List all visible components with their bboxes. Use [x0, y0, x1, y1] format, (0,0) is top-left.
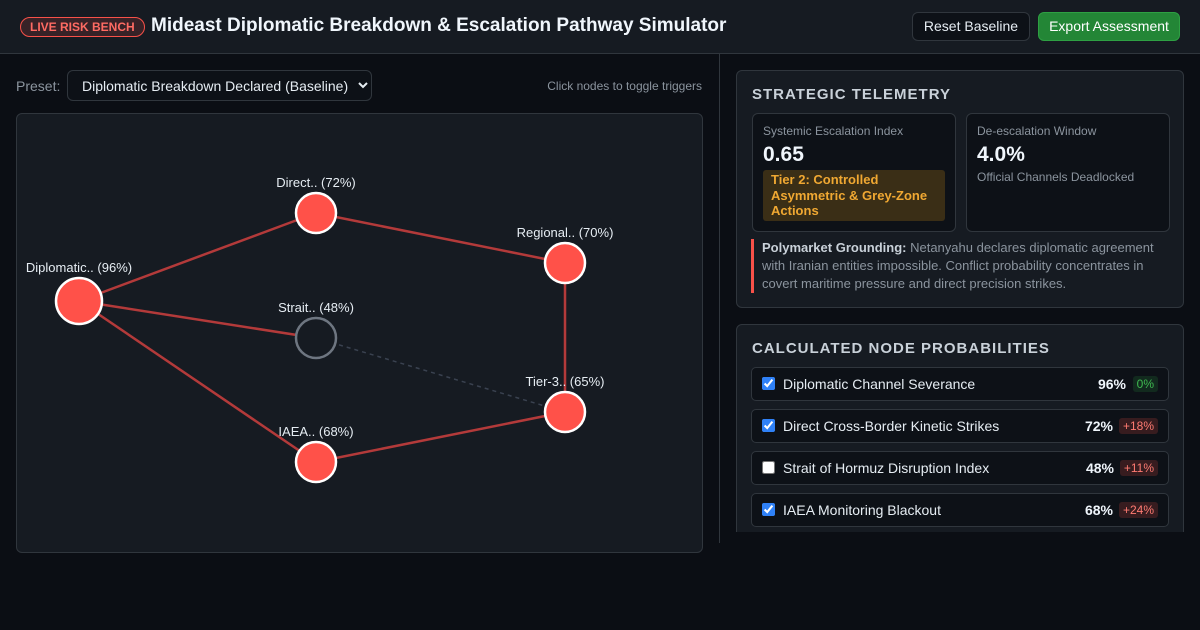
- node-delta-badge: 0%: [1132, 376, 1158, 392]
- node-strait[interactable]: Strait.. (48%): [278, 300, 354, 360]
- deescalation-window-metric: De-escalation Window 4.0% Official Chann…: [966, 113, 1170, 232]
- preset-select[interactable]: Diplomatic Breakdown Declared (Baseline): [67, 70, 372, 101]
- node-probability: 68%: [1084, 502, 1113, 518]
- node-row-iaea[interactable]: IAEA Monitoring Blackout 68% +24%: [751, 493, 1169, 527]
- node-circle[interactable]: [294, 440, 338, 484]
- polymarket-grounding-note: Polymarket Grounding: Netanyahu declares…: [751, 239, 1171, 293]
- grounding-label: Polymarket Grounding:: [762, 240, 907, 255]
- escalation-index-value: 0.65: [763, 143, 804, 166]
- node-name: Diplomatic Channel Severance: [783, 376, 976, 392]
- top-bar: LIVE RISK BENCH Mideast Diplomatic Break…: [0, 0, 1200, 54]
- node-tier3[interactable]: Tier-3.. (65%): [526, 374, 605, 434]
- node-label: Regional.. (70%): [517, 225, 614, 240]
- edge-diplomatic-strait: [78, 299, 317, 340]
- node-toggle-checkbox[interactable]: [762, 503, 775, 516]
- node-probabilities-title: CALCULATED NODE PROBABILITIES: [752, 340, 1050, 357]
- preset-label: Preset:: [16, 78, 61, 94]
- escalation-tier-badge: Tier 2: Controlled Asymmetric & Grey-Zon…: [763, 170, 945, 221]
- node-delta-badge: +24%: [1118, 502, 1158, 518]
- node-probabilities-card: CALCULATED NODE PROBABILITIES Diplomatic…: [736, 324, 1184, 532]
- node-iaea[interactable]: IAEA.. (68%): [278, 424, 354, 484]
- node-circle[interactable]: [294, 316, 338, 360]
- escalation-index-label: Systemic Escalation Index: [763, 124, 904, 138]
- export-assessment-button[interactable]: Export Assessment: [1038, 12, 1180, 41]
- grounding-text: Netanyahu declares diplomatic agreement …: [762, 240, 1154, 291]
- edge-diplomatic-direct: [78, 211, 317, 303]
- node-circle[interactable]: [294, 191, 338, 235]
- node-circle[interactable]: [543, 241, 587, 285]
- node-label: Tier-3.. (65%): [526, 374, 605, 389]
- node-delta-badge: +11%: [1119, 460, 1158, 476]
- edge-strait-tier3: [315, 337, 566, 413]
- node-row-diplomatic[interactable]: Diplomatic Channel Severance 96% 0%: [751, 367, 1169, 401]
- node-label: Diplomatic.. (96%): [26, 260, 132, 275]
- node-name: IAEA Monitoring Blackout: [783, 502, 941, 518]
- strategic-telemetry-card: STRATEGIC TELEMETRY Systemic Escalation …: [736, 70, 1184, 308]
- node-regional[interactable]: Regional.. (70%): [517, 225, 614, 285]
- node-label: IAEA.. (68%): [278, 424, 353, 439]
- node-delta-badge: +18%: [1118, 418, 1158, 434]
- toggle-hint: Click nodes to toggle triggers: [547, 79, 702, 93]
- node-name: Strait of Hormuz Disruption Index: [783, 460, 990, 476]
- reset-baseline-button[interactable]: Reset Baseline: [912, 12, 1030, 41]
- deescalation-window-label: De-escalation Window: [977, 124, 1097, 138]
- node-probability: 72%: [1084, 418, 1113, 434]
- node-layer: Diplomatic.. (96%) Direct.. (72%) Regional…: [26, 175, 614, 484]
- node-row-strait[interactable]: Strait of Hormuz Disruption Index 48% +1…: [751, 451, 1169, 485]
- node-circle[interactable]: [543, 390, 587, 434]
- deescalation-window-status: Official Channels Deadlocked: [977, 170, 1135, 184]
- edge-layer: [78, 211, 567, 464]
- deescalation-window-value: 4.0%: [977, 143, 1025, 166]
- node-probability: 48%: [1085, 460, 1114, 476]
- node-label: Strait.. (48%): [278, 300, 354, 315]
- live-risk-badge: LIVE RISK BENCH: [20, 17, 145, 37]
- telemetry-title: STRATEGIC TELEMETRY: [752, 86, 951, 103]
- node-circle[interactable]: [54, 276, 104, 326]
- edge-direct-regional: [315, 211, 566, 265]
- node-toggle-checkbox[interactable]: [762, 461, 775, 474]
- node-direct[interactable]: Direct.. (72%): [276, 175, 356, 235]
- escalation-index-metric: Systemic Escalation Index 0.65 Tier 2: C…: [752, 113, 956, 232]
- node-toggle-checkbox[interactable]: [762, 419, 775, 432]
- graph-pane: Preset: Diplomatic Breakdown Declared (B…: [0, 54, 720, 553]
- node-probability: 96%: [1097, 376, 1126, 392]
- node-label: Direct.. (72%): [276, 175, 355, 190]
- assessment-pane: STRATEGIC TELEMETRY Systemic Escalation …: [720, 54, 1200, 532]
- node-row-direct[interactable]: Direct Cross-Border Kinetic Strikes 72% …: [751, 409, 1169, 443]
- app-title: Mideast Diplomatic Breakdown & Escalatio…: [151, 15, 727, 36]
- node-toggle-checkbox[interactable]: [762, 377, 775, 390]
- edge-iaea-tier3: [315, 410, 566, 464]
- escalation-graph-canvas: Diplomatic.. (96%) Direct.. (72%) Regional…: [26, 175, 614, 484]
- escalation-graph: Diplomatic.. (96%) Direct.. (72%) Regional…: [16, 113, 703, 553]
- node-diplomatic[interactable]: Diplomatic.. (96%): [26, 260, 132, 326]
- edge-diplomatic-iaea: [78, 299, 317, 464]
- node-name: Direct Cross-Border Kinetic Strikes: [783, 418, 1000, 434]
